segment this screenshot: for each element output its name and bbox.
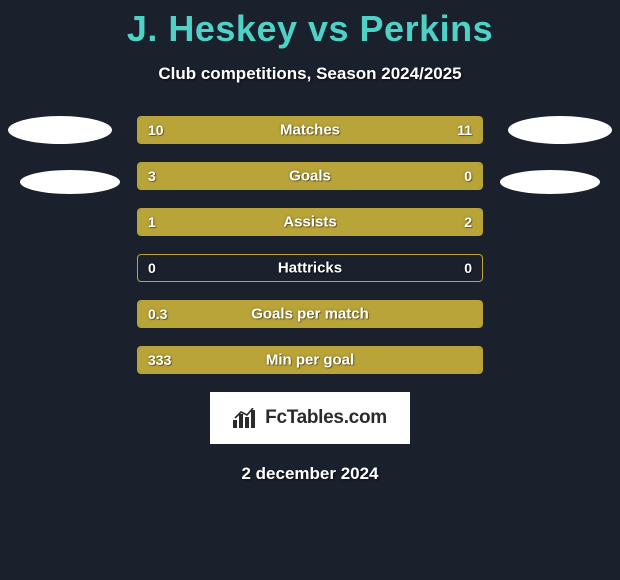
comparison-row: 1 Assists 2 — [137, 208, 483, 236]
row-label: Matches — [280, 122, 340, 139]
date-text: 2 december 2024 — [0, 464, 620, 484]
value-left: 10 — [148, 122, 164, 138]
comparison-row: 0.3 Goals per match — [137, 300, 483, 328]
value-left: 333 — [148, 352, 171, 368]
row-label: Hattricks — [278, 260, 342, 277]
player-left-ellipse-2 — [20, 170, 120, 194]
value-right: 0 — [464, 260, 472, 276]
bar-fill-left — [138, 163, 399, 189]
value-left: 3 — [148, 168, 156, 184]
value-right: 11 — [457, 122, 472, 138]
row-label: Min per goal — [266, 352, 354, 369]
value-left: 1 — [148, 214, 156, 230]
comparison-rows: 10 Matches 11 3 Goals 0 1 Assists 2 0 Hattricks 0 0.… — [137, 116, 483, 374]
value-left: 0.3 — [148, 306, 167, 322]
logo-box: FcTables.com — [210, 392, 410, 444]
comparison-row: 10 Matches 11 — [137, 116, 483, 144]
subtitle: Club competitions, Season 2024/2025 — [0, 64, 620, 84]
player-left-ellipse-1 — [8, 116, 112, 144]
comparison-row: 3 Goals 0 — [137, 162, 483, 190]
value-right: 0 — [464, 168, 472, 184]
logo-text: FcTables.com — [265, 407, 387, 429]
value-right: 2 — [464, 214, 472, 230]
row-label: Goals — [289, 168, 331, 185]
value-left: 0 — [148, 260, 156, 276]
fctables-logo-icon — [233, 408, 259, 428]
row-label: Assists — [283, 214, 336, 231]
comparison-row: 333 Min per goal — [137, 346, 483, 374]
page-title: J. Heskey vs Perkins — [0, 0, 620, 50]
row-label: Goals per match — [251, 306, 369, 323]
player-right-ellipse-1 — [508, 116, 612, 144]
comparison-row: 0 Hattricks 0 — [137, 254, 483, 282]
comparison-content: 10 Matches 11 3 Goals 0 1 Assists 2 0 Hattricks 0 0.… — [0, 116, 620, 484]
bar-fill-right — [241, 209, 482, 235]
player-right-ellipse-2 — [500, 170, 600, 194]
